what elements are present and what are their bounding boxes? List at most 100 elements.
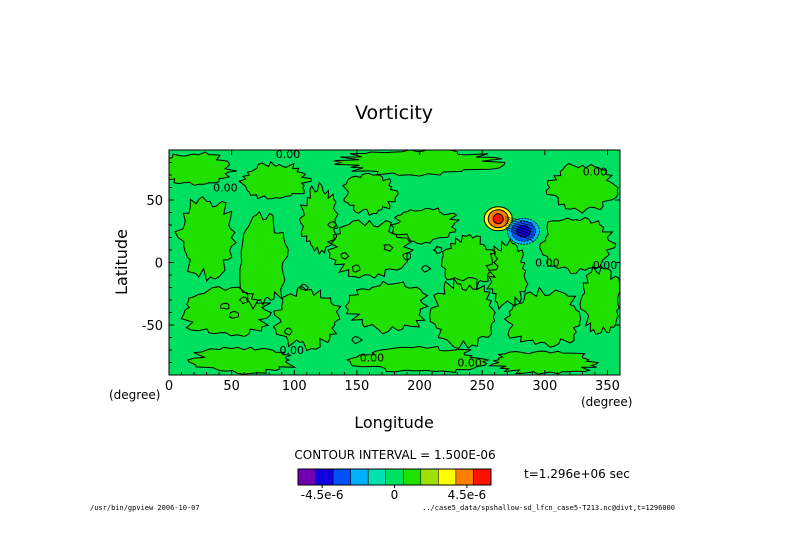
- contour-squiggle: [284, 327, 293, 336]
- contour-squiggle: [229, 311, 240, 319]
- colorbar-swatch: [385, 468, 404, 486]
- y-axis: -50 0 50: [142, 162, 620, 363]
- dipole-contour-line: [505, 216, 534, 224]
- plot-area: 0.00 0.00 0.00 0.00 0.00 0.00 0.00 0.00: [169, 148, 620, 375]
- contour-line: [298, 181, 339, 256]
- x-tick-label: 250: [470, 379, 495, 394]
- x-tick-label: 300: [532, 379, 557, 394]
- colorbar-swatch: [403, 468, 422, 486]
- colorbar-swatch: [367, 468, 386, 486]
- contour-line: [272, 286, 342, 352]
- contour-label: 0.00: [360, 352, 385, 365]
- contour-labels: 0.00 0.00 0.00 0.00 0.00 0.00 0.00 0.00: [213, 148, 617, 370]
- colorbar-swatch: [420, 468, 439, 486]
- contour-squiggle: [327, 221, 337, 229]
- zero-band-patch: [489, 351, 598, 375]
- contour-line: [169, 151, 237, 186]
- y-tick-label: -50: [142, 319, 163, 334]
- contour-line: [429, 276, 496, 350]
- zero-band-patch: [429, 277, 496, 349]
- colorbar-swatch: [315, 468, 334, 486]
- contour-line: [344, 280, 430, 335]
- contour-line: [180, 286, 272, 338]
- contour-line: [174, 196, 237, 283]
- zero-band-patch: [580, 266, 620, 335]
- contour-line: [487, 350, 600, 375]
- colorbar-swatch: [455, 468, 474, 486]
- contour-line: [390, 207, 461, 245]
- colorbar-swatch: [297, 468, 316, 486]
- contour-line: [503, 286, 582, 348]
- x-tick-label: 350: [595, 379, 620, 394]
- y-tick-label: 0: [155, 257, 163, 272]
- zero-band-patch: [342, 173, 399, 216]
- footer-left: /usr/bin/gpview 2006-10-07: [90, 504, 200, 512]
- contour-line: [485, 238, 529, 310]
- x-axis: 0 50 100 150 200 250 300 350: [165, 150, 620, 394]
- vortex-dipole: [483, 206, 540, 245]
- footer-right: ../case5_data/spshallow-sd_lfcn_case5-T2…: [422, 504, 675, 512]
- contour-line: [545, 162, 619, 214]
- contour-interval-label: CONTOUR INTERVAL = 1.500E-06: [294, 448, 495, 462]
- contour-label: 0.00: [276, 148, 301, 161]
- zero-band-patch: [334, 150, 505, 177]
- contour-label: 0.00: [280, 344, 305, 357]
- colorbar-swatch: [350, 468, 369, 486]
- colorbar-tick-label: -4.5e-6: [301, 488, 344, 502]
- colorbar-ticks: -4.5e-6 0 4.5e-6: [301, 485, 486, 502]
- zero-band-patch: [486, 239, 528, 309]
- contour-line: [187, 346, 297, 375]
- dipole-contour-line: [505, 228, 534, 242]
- dipole-contour-line: [505, 226, 534, 239]
- x-tick-label: 100: [282, 379, 307, 394]
- x-tick-label: 0: [165, 379, 173, 394]
- zero-band-patch: [239, 162, 312, 199]
- colorbar-swatch: [473, 468, 492, 486]
- y-axis-label: Latitude: [112, 229, 131, 295]
- x-unit-label: (degree): [109, 388, 160, 402]
- contour-label: 0.00: [535, 257, 560, 270]
- contour-squiggle: [420, 265, 432, 273]
- contour-squiggle: [383, 244, 394, 252]
- contour-line: [238, 161, 312, 200]
- x-tick-label: 200: [407, 379, 432, 394]
- dipole-contour-line: [505, 220, 534, 230]
- zero-band-patch: [504, 287, 581, 348]
- zero-band-patch: [539, 217, 616, 274]
- x-axis-label: Longitude: [354, 413, 434, 432]
- colorbar-swatch: [332, 468, 351, 486]
- dipole-contour-line: [505, 218, 534, 227]
- zero-band-patches: [169, 150, 620, 375]
- zero-band-patch: [391, 208, 459, 245]
- x-tick-label: 150: [345, 379, 370, 394]
- contour-lines: [169, 150, 620, 375]
- x-unit-label-right: (degree): [581, 395, 632, 409]
- contour-squiggle: [402, 252, 412, 261]
- zero-band-patch: [546, 163, 618, 213]
- zero-band-patch: [441, 234, 499, 291]
- contour-label: 0.00: [213, 182, 238, 195]
- contour-squiggle: [219, 302, 230, 310]
- zero-band-patch: [345, 281, 428, 334]
- time-label: t=1.296e+06 sec: [524, 467, 630, 481]
- zero-band-patch: [239, 211, 289, 309]
- contour-squiggle: [298, 283, 310, 292]
- contour-line: [345, 345, 491, 373]
- chart-title: Vorticity: [355, 102, 433, 124]
- contour-label: 0.00: [457, 357, 482, 370]
- dipole-contour-line: [505, 222, 534, 233]
- x-tick-label: 50: [223, 379, 240, 394]
- colorbar-tick-label: 0: [391, 488, 399, 502]
- positive-vorticity-core: [492, 213, 504, 225]
- contour-squiggle: [238, 296, 249, 305]
- contour-line: [326, 219, 415, 279]
- zero-band-patch: [347, 346, 489, 373]
- contour-label: 0.00: [583, 165, 608, 178]
- contour-line: [239, 210, 289, 310]
- contour-squiggle: [352, 264, 361, 273]
- dipole-contour-line: [505, 224, 534, 236]
- zero-band-patch: [181, 286, 272, 337]
- colorbar: [297, 468, 492, 486]
- contour-squiggle: [340, 252, 350, 260]
